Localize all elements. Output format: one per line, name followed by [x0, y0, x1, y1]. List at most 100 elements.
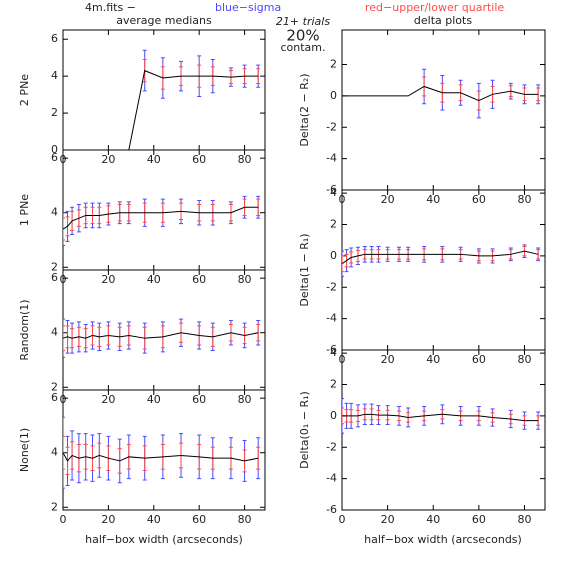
plot-frame: [341, 189, 546, 351]
x-tick-label: 80: [517, 513, 531, 526]
x-tick-label: 40: [147, 513, 161, 526]
median-line: [63, 452, 259, 462]
y-axis-label: 2 PNe: [18, 74, 31, 106]
x-axis-label: half−box width (arcseconds): [85, 533, 243, 546]
y-tick-label: -6: [326, 183, 337, 196]
x-tick-label: 0: [60, 513, 67, 526]
x-tick-label: 20: [381, 353, 395, 366]
quartile-bar: [256, 324, 261, 342]
y-tick-label: 4: [51, 206, 58, 219]
median-line: [63, 206, 259, 230]
y-tick-label: 0: [330, 409, 337, 422]
quartile-bar: [63, 435, 65, 470]
x-tick-label: 80: [517, 353, 531, 366]
plot-frame: [62, 269, 266, 391]
x-tick-label: 40: [147, 273, 161, 286]
sigma-bar: [63, 318, 65, 358]
sigma-bar: [63, 416, 65, 489]
x-tick-label: 80: [238, 513, 252, 526]
y-axis-label: 1 PNe: [18, 194, 31, 226]
median-line: [63, 332, 259, 339]
x-tick-label: 40: [147, 393, 161, 406]
sigma-bar: [342, 398, 344, 434]
y-tick-label: -6: [326, 503, 337, 516]
y-tick-label: -4: [326, 312, 337, 325]
sigma-legend: blue−sigma: [215, 1, 281, 14]
plot-frame: [62, 389, 266, 511]
sigma-bar: [342, 250, 344, 277]
y-tick-label: -4: [326, 472, 337, 485]
y-tick-label: 6: [51, 151, 58, 164]
median-line: [342, 85, 539, 102]
y-tick-label: 2: [51, 380, 58, 393]
x-tick-label: 80: [238, 273, 252, 286]
y-tick-label: -2: [326, 120, 337, 133]
y-tick-label: 4: [330, 186, 337, 199]
y-axis-label: None(1): [18, 428, 31, 472]
y-tick-label: 2: [51, 106, 58, 119]
y-tick-label: 6: [51, 32, 58, 45]
left-title: average medians: [116, 14, 212, 27]
median-line: [63, 69, 259, 150]
y-tick-label: 4: [51, 326, 58, 339]
x-tick-label: 40: [147, 153, 161, 166]
x-tick-label: 80: [517, 193, 531, 206]
x-tick-label: 40: [426, 513, 440, 526]
y-tick-label: 4: [330, 346, 337, 359]
x-tick-label: 20: [101, 393, 115, 406]
trials: 21+ trials: [276, 15, 330, 28]
y-tick-label: 6: [51, 391, 58, 404]
y-tick-label: 0: [330, 249, 337, 262]
y-tick-label: 2: [330, 378, 337, 391]
y-axis-label: Delta(2 − R₂): [298, 73, 311, 146]
y-tick-label: -4: [326, 152, 337, 165]
y-axis-label: Delta(1 − R₁): [298, 233, 311, 306]
x-tick-label: 40: [426, 193, 440, 206]
y-tick-label: 2: [51, 500, 58, 513]
plot-frame: [62, 29, 266, 151]
plot-frame: [341, 349, 546, 511]
x-tick-label: 20: [101, 513, 115, 526]
x-tick-label: 40: [426, 353, 440, 366]
x-tick-label: 60: [192, 393, 206, 406]
median-line: [342, 413, 539, 422]
y-tick-label: 2: [330, 58, 337, 71]
x-tick-label: 0: [339, 513, 346, 526]
y-axis-label: Random(1): [18, 299, 31, 360]
plot-frame: [62, 149, 266, 271]
x-tick-label: 60: [472, 193, 486, 206]
y-axis-label: Delta(0₁ − R₁): [298, 391, 311, 469]
sigma-bar: [63, 212, 65, 246]
median-line: [342, 250, 539, 265]
x-tick-label: 60: [472, 353, 486, 366]
y-tick-label: 0: [330, 89, 337, 102]
y-tick-label: -6: [326, 343, 337, 356]
x-tick-label: 60: [192, 513, 206, 526]
x-axis-label: half−box width (arcseconds): [364, 533, 522, 546]
x-tick-label: 80: [238, 153, 252, 166]
y-tick-label: 4: [51, 446, 58, 459]
file-name: 4m.fits −: [85, 1, 136, 14]
y-tick-label: -2: [326, 440, 337, 453]
y-tick-label: 4: [51, 69, 58, 82]
contam: contam.: [280, 41, 325, 54]
x-tick-label: 20: [381, 193, 395, 206]
quartile-bar: [63, 325, 65, 351]
x-tick-label: 20: [101, 153, 115, 166]
y-tick-label: 2: [51, 260, 58, 273]
x-tick-label: 60: [192, 153, 206, 166]
contam-pct: 20%: [286, 27, 319, 45]
x-tick-label: 60: [192, 273, 206, 286]
quartile-bar: [63, 217, 65, 241]
x-tick-label: 20: [101, 273, 115, 286]
y-tick-label: 2: [330, 218, 337, 231]
x-tick-label: 80: [238, 393, 252, 406]
x-tick-label: 20: [381, 513, 395, 526]
y-tick-label: -2: [326, 280, 337, 293]
y-tick-label: 6: [51, 271, 58, 284]
quartile-bar: [342, 255, 344, 273]
x-tick-label: 60: [472, 513, 486, 526]
quartile-legend: red−upper/lower quartile: [365, 1, 504, 14]
